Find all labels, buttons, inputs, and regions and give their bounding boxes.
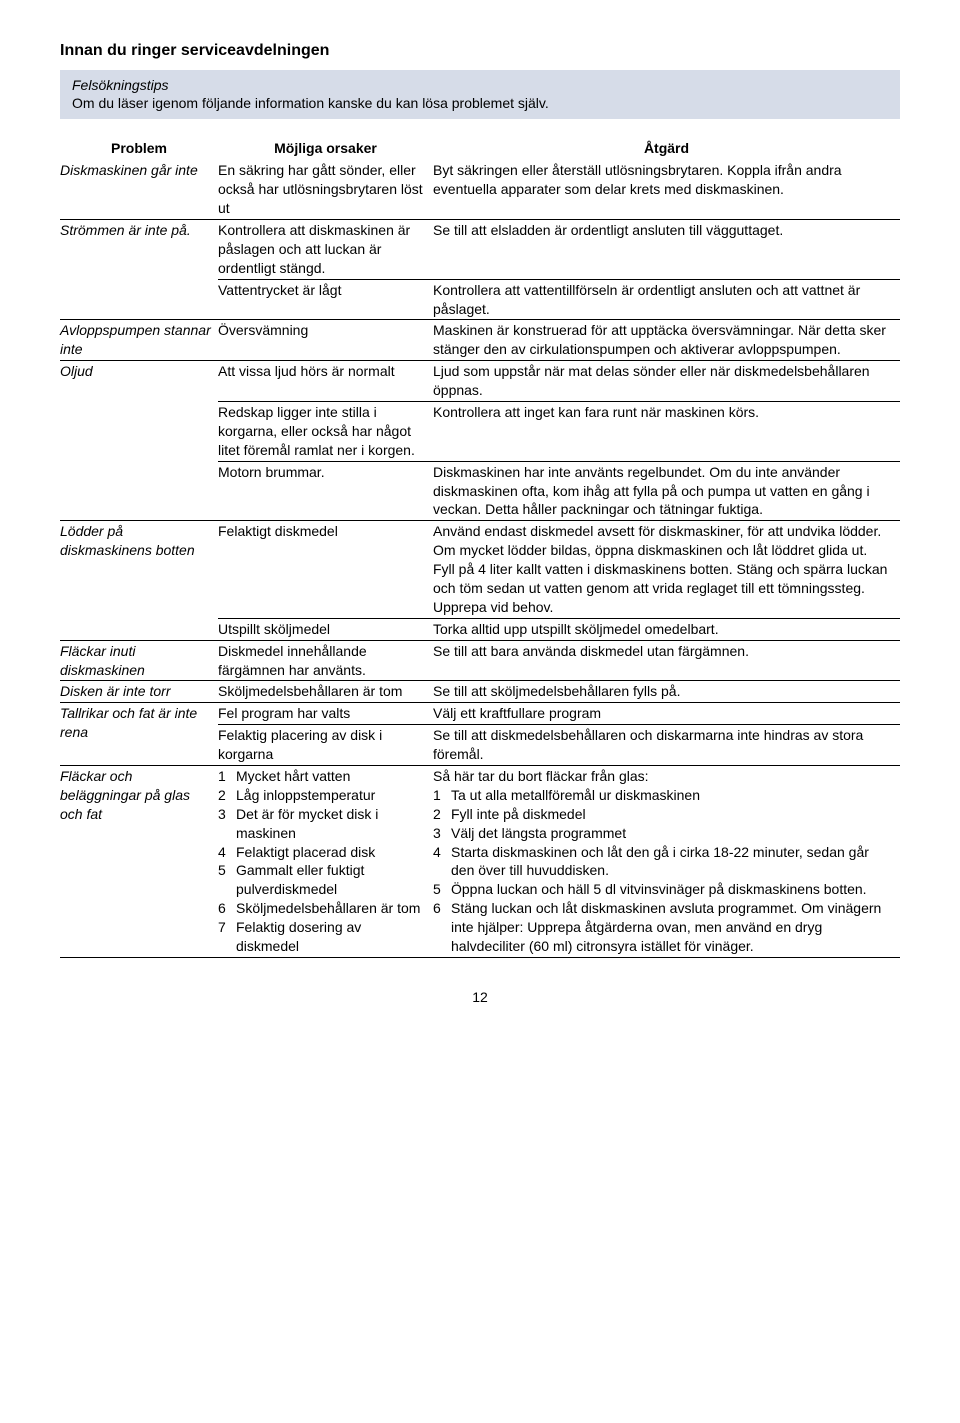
- action-cell: Ljud som uppstår när mat delas sönder el…: [433, 361, 900, 402]
- table-row: Strömmen är inte på.Kontrollera att disk…: [60, 219, 900, 279]
- problem-cell: Strömmen är inte på.: [60, 219, 218, 319]
- cause-cell: Översvämning: [218, 320, 433, 361]
- problem-cell: Tallrikar och fat är inte rena: [60, 703, 218, 766]
- table-row: OljudAtt vissa ljud hörs är normaltLjud …: [60, 361, 900, 402]
- action-cell: Välj ett kraftfullare program: [433, 703, 900, 725]
- intro-subtitle: Om du läser igenom följande information …: [72, 94, 890, 113]
- action-cell: Så här tar du bort fläckar från glas:1Ta…: [433, 765, 900, 957]
- cause-cell: En säkring har gått sönder, eller också …: [218, 160, 433, 219]
- cause-cell: Redskap ligger inte stilla i korgarna, e…: [218, 401, 433, 461]
- troubleshooting-table: Problem Möjliga orsaker Åtgärd Diskmaski…: [60, 137, 900, 958]
- table-row: Fläckar inuti diskmaskinenDiskmedel inne…: [60, 640, 900, 681]
- action-cell: Se till att bara använda diskmedel utan …: [433, 640, 900, 681]
- cause-cell: Motorn brummar.: [218, 461, 433, 521]
- cause-cell: Felaktig placering av disk i korgarna: [218, 725, 433, 766]
- action-cell: Diskmaskinen har inte använts regelbunde…: [433, 461, 900, 521]
- cause-cell: Kontrollera att diskmaskinen är påslagen…: [218, 219, 433, 279]
- action-cell: Byt säkringen eller återställ utlösnings…: [433, 160, 900, 219]
- action-cell: Använd endast diskmedel avsett för diskm…: [433, 521, 900, 618]
- table-row: Avloppspumpen stannar inteÖversvämningMa…: [60, 320, 900, 361]
- cause-cell: Att vissa ljud hörs är normalt: [218, 361, 433, 402]
- table-row: Lödder på diskmaskinens bottenFelaktigt …: [60, 521, 900, 618]
- table-row: Diskmaskinen går inteEn säkring har gått…: [60, 160, 900, 219]
- table-row: Tallrikar och fat är inte renaFel progra…: [60, 703, 900, 725]
- cause-cell: Diskmedel innehållande färgämnen har anv…: [218, 640, 433, 681]
- action-cell: Torka alltid upp utspillt sköljmedel ome…: [433, 618, 900, 640]
- cause-cell: Fel program har valts: [218, 703, 433, 725]
- table-row: Disken är inte torrSköljmedelsbehållaren…: [60, 681, 900, 703]
- cause-cell: Felaktigt diskmedel: [218, 521, 433, 618]
- problem-cell: Oljud: [60, 361, 218, 521]
- cause-cell: Sköljmedelsbehållaren är tom: [218, 681, 433, 703]
- problem-cell: Fläckar inuti diskmaskinen: [60, 640, 218, 681]
- action-cell: Se till att diskmedelsbehållaren och dis…: [433, 725, 900, 766]
- table-header-row: Problem Möjliga orsaker Åtgärd: [60, 137, 900, 160]
- action-cell: Se till att sköljmedelsbehållaren fylls …: [433, 681, 900, 703]
- page-number: 12: [60, 988, 900, 1007]
- problem-cell: Fläckar och beläggningar på glas och fat: [60, 765, 218, 957]
- action-cell: Maskinen är konstruerad för att upptäcka…: [433, 320, 900, 361]
- page-title: Innan du ringer serviceavdelningen: [60, 40, 900, 62]
- action-cell: Kontrollera att vattentillförseln är ord…: [433, 279, 900, 320]
- col-action: Åtgärd: [433, 137, 900, 160]
- action-cell: Kontrollera att inget kan fara runt när …: [433, 401, 900, 461]
- intro-title: Felsökningstips: [72, 76, 890, 95]
- cause-cell: Vattentrycket är lågt: [218, 279, 433, 320]
- intro-box: Felsökningstips Om du läser igenom följa…: [60, 70, 900, 120]
- cause-cell: Utspillt sköljmedel: [218, 618, 433, 640]
- cause-cell: 1Mycket hårt vatten2Låg inloppstemperatu…: [218, 765, 433, 957]
- problem-cell: Lödder på diskmaskinens botten: [60, 521, 218, 640]
- col-cause: Möjliga orsaker: [218, 137, 433, 160]
- problem-cell: Diskmaskinen går inte: [60, 160, 218, 219]
- problem-cell: Avloppspumpen stannar inte: [60, 320, 218, 361]
- action-cell: Se till att elsladden är ordentligt ansl…: [433, 219, 900, 279]
- table-row: Fläckar och beläggningar på glas och fat…: [60, 765, 900, 957]
- col-problem: Problem: [60, 137, 218, 160]
- problem-cell: Disken är inte torr: [60, 681, 218, 703]
